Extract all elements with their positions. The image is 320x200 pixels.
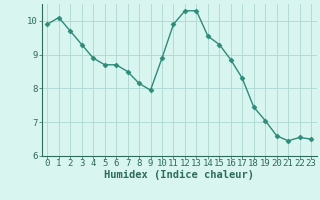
X-axis label: Humidex (Indice chaleur): Humidex (Indice chaleur) [104,170,254,180]
